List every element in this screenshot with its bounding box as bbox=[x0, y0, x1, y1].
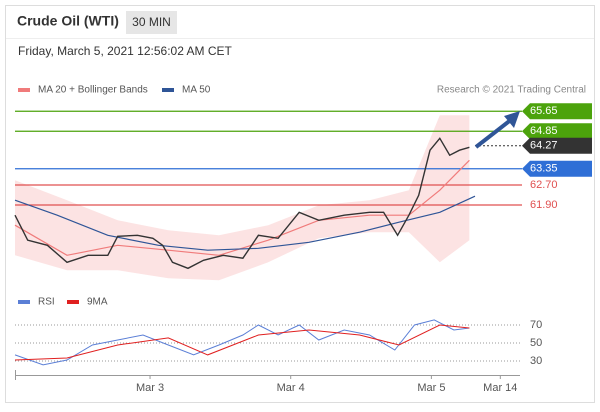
legend-label: RSI bbox=[38, 297, 55, 308]
forecast-arrow-head bbox=[504, 111, 520, 128]
x-tick-label: Mar 14 bbox=[483, 382, 517, 394]
credit: Research © 2021 Trading Central bbox=[437, 85, 586, 96]
forecast-arrow bbox=[474, 117, 514, 149]
rsi-line bbox=[14, 319, 470, 366]
legend-label: MA 20 + Bollinger Bands bbox=[38, 85, 148, 96]
rsi-tick-label: 30 bbox=[530, 355, 542, 367]
timeframe: 30 MIN bbox=[132, 15, 171, 29]
timeframe-box bbox=[126, 11, 177, 34]
plot-layer: 65.65 64.85 64.27 63.35 62.70 61.90 MA 20 + Bo… bbox=[14, 85, 592, 394]
ma-line bbox=[14, 195, 476, 251]
level-label: 63.35 bbox=[530, 163, 558, 175]
legend-label: MA 50 bbox=[182, 85, 211, 96]
level-label: 61.90 bbox=[530, 199, 558, 211]
rsi-tick-label: 50 bbox=[530, 337, 542, 349]
rsi-tick-label: 70 bbox=[530, 319, 542, 331]
level-tag bbox=[522, 123, 592, 140]
card bbox=[5, 5, 595, 403]
x-tick-label: Mar 4 bbox=[277, 382, 305, 394]
chart-title: Crude Oil (WTI) bbox=[17, 13, 119, 29]
subtitle: Friday, March 5, 2021 12:56:02 AM CET bbox=[18, 44, 233, 58]
level-label: 64.27 bbox=[530, 140, 558, 152]
level-tag bbox=[522, 137, 592, 154]
ma-line bbox=[14, 159, 470, 256]
level-tag bbox=[522, 103, 592, 120]
level-label: 62.70 bbox=[530, 179, 558, 191]
rsi-line bbox=[14, 324, 470, 361]
level-tag bbox=[522, 160, 592, 177]
x-tick-label: Mar 3 bbox=[136, 382, 164, 394]
level-label: 64.85 bbox=[530, 125, 558, 137]
price-line bbox=[14, 137, 470, 270]
x-tick-label: Mar 5 bbox=[417, 382, 445, 394]
level-label: 65.65 bbox=[530, 105, 558, 117]
legend-label: 9MA bbox=[87, 297, 108, 308]
